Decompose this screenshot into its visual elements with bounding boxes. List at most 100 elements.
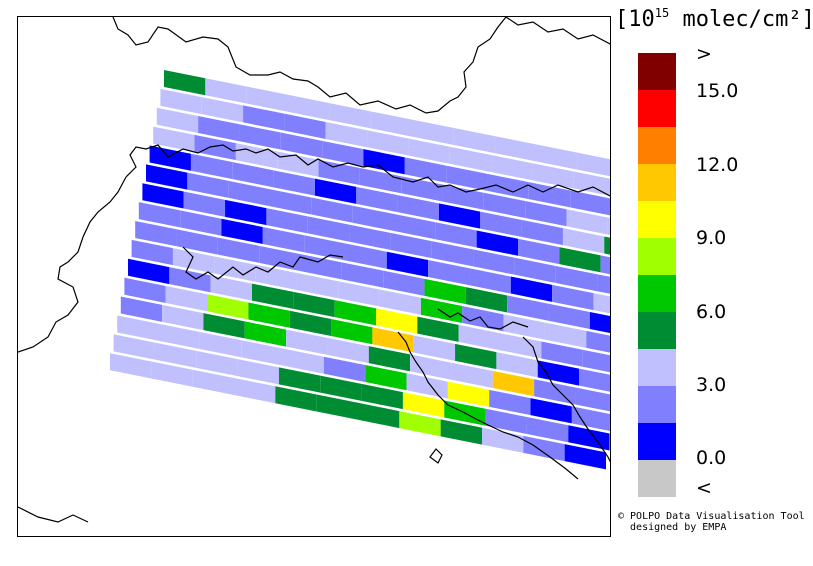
swath-pixel	[228, 180, 270, 207]
swath-pixel	[528, 182, 571, 208]
swath-pixel	[428, 260, 470, 286]
swath-pixels	[110, 70, 610, 470]
swath-pixel	[412, 119, 454, 145]
swath-pixel	[327, 337, 369, 364]
swath-pixel	[507, 295, 549, 321]
swath-pixel	[390, 232, 432, 259]
swath-pixel	[252, 283, 294, 309]
swath-pixel	[440, 419, 482, 445]
swath-pixel	[485, 408, 527, 434]
colorbar-swatch	[638, 127, 676, 164]
swath-pixel	[500, 333, 542, 359]
swath-pixel	[589, 311, 610, 333]
swath-pixel	[307, 216, 350, 242]
swath-pixel	[537, 360, 580, 386]
swath-pixel	[365, 365, 407, 391]
swath-pixel	[503, 314, 545, 340]
colorbar-swatch	[638, 386, 676, 423]
swath-pixel	[323, 356, 366, 383]
colorbar-label: >	[696, 43, 712, 65]
swath-pixel	[278, 367, 321, 393]
swath-pixel	[575, 387, 610, 412]
swath-pixel	[394, 214, 436, 240]
swath-pixel	[473, 249, 515, 275]
swath-pixel	[153, 126, 195, 152]
swath-pixel	[356, 186, 398, 213]
swath-pixel	[314, 178, 357, 204]
border-slovenia	[437, 308, 529, 330]
swath-pixel	[318, 159, 360, 185]
swath-pixel	[203, 313, 245, 339]
swath-pixel	[210, 275, 252, 301]
swath-pixel	[386, 251, 429, 278]
swath-pixel	[525, 201, 567, 227]
swath-pixel	[358, 402, 400, 429]
swath-pixel	[571, 406, 610, 432]
swath-pixel	[530, 398, 572, 424]
swath-pixel	[582, 349, 610, 373]
swath-pixel	[207, 294, 249, 320]
swath-pixel	[124, 277, 166, 303]
no2-map	[18, 17, 610, 523]
swath-pixel	[325, 121, 368, 148]
swath-pixel	[201, 97, 244, 123]
units-exponent: 15	[654, 6, 670, 20]
colorbar-label: 6.0	[696, 301, 727, 323]
swath-pixel	[597, 274, 610, 294]
swath-pixel	[372, 327, 414, 353]
swath-pixel	[526, 416, 569, 443]
colorbar-swatch	[638, 238, 676, 275]
swath-pixel	[190, 153, 233, 180]
swath-pixel	[577, 152, 610, 177]
swath-pixel	[331, 319, 373, 345]
swath-pixel	[169, 267, 211, 293]
swath-pixel	[408, 138, 450, 164]
swath-pixel	[128, 258, 170, 285]
swath-pixel	[532, 163, 574, 189]
swath-pixel	[552, 284, 594, 311]
swath-pixel	[446, 165, 488, 191]
swath-pixel	[496, 352, 538, 378]
swath-pixel	[117, 315, 159, 341]
swath-pixel	[476, 230, 518, 256]
swath-pixel	[234, 378, 276, 404]
swath-pixel	[451, 362, 493, 388]
swath-pixel	[176, 229, 218, 255]
swath-pixel	[367, 130, 409, 156]
swath-pixel	[113, 334, 155, 360]
swath-pixel	[120, 296, 163, 322]
swath-pixel	[480, 211, 522, 237]
swath-pixel	[573, 171, 610, 196]
swath-pixel	[494, 136, 536, 162]
swath-pixel	[156, 107, 199, 134]
swath-pixel	[349, 224, 391, 250]
swath-pixel	[187, 172, 229, 198]
swath-pixel	[180, 210, 222, 236]
swath-pixel	[289, 310, 332, 337]
swath-pixel	[293, 291, 335, 318]
swath-pixel	[363, 149, 405, 175]
swath-pixel	[304, 235, 346, 261]
swath-pixel	[277, 151, 319, 177]
swath-pixel	[510, 276, 553, 302]
swath-pixel	[241, 340, 283, 366]
swath-pixel	[131, 239, 173, 266]
swath-pixel	[286, 329, 328, 355]
swath-pixel	[135, 221, 177, 247]
swath-pixel	[239, 124, 281, 150]
credit-line-2: designed by EMPA	[618, 522, 727, 533]
swath-pixel	[453, 127, 495, 154]
swath-pixel	[338, 281, 380, 307]
swath-pixel	[424, 278, 466, 305]
swath-pixel	[564, 444, 606, 470]
swath-pixel	[410, 354, 452, 380]
swath-pixel	[246, 86, 288, 112]
swath-pixel	[562, 228, 605, 254]
swath-pixel	[489, 389, 531, 416]
swath-pixel	[237, 359, 279, 385]
colorbar-swatch	[638, 53, 676, 90]
credit-text: © POLPO Data Visualisation Tool designed…	[618, 511, 805, 533]
swath-pixel	[570, 190, 610, 216]
swath-pixel	[559, 247, 601, 273]
swath-pixel	[138, 202, 181, 228]
